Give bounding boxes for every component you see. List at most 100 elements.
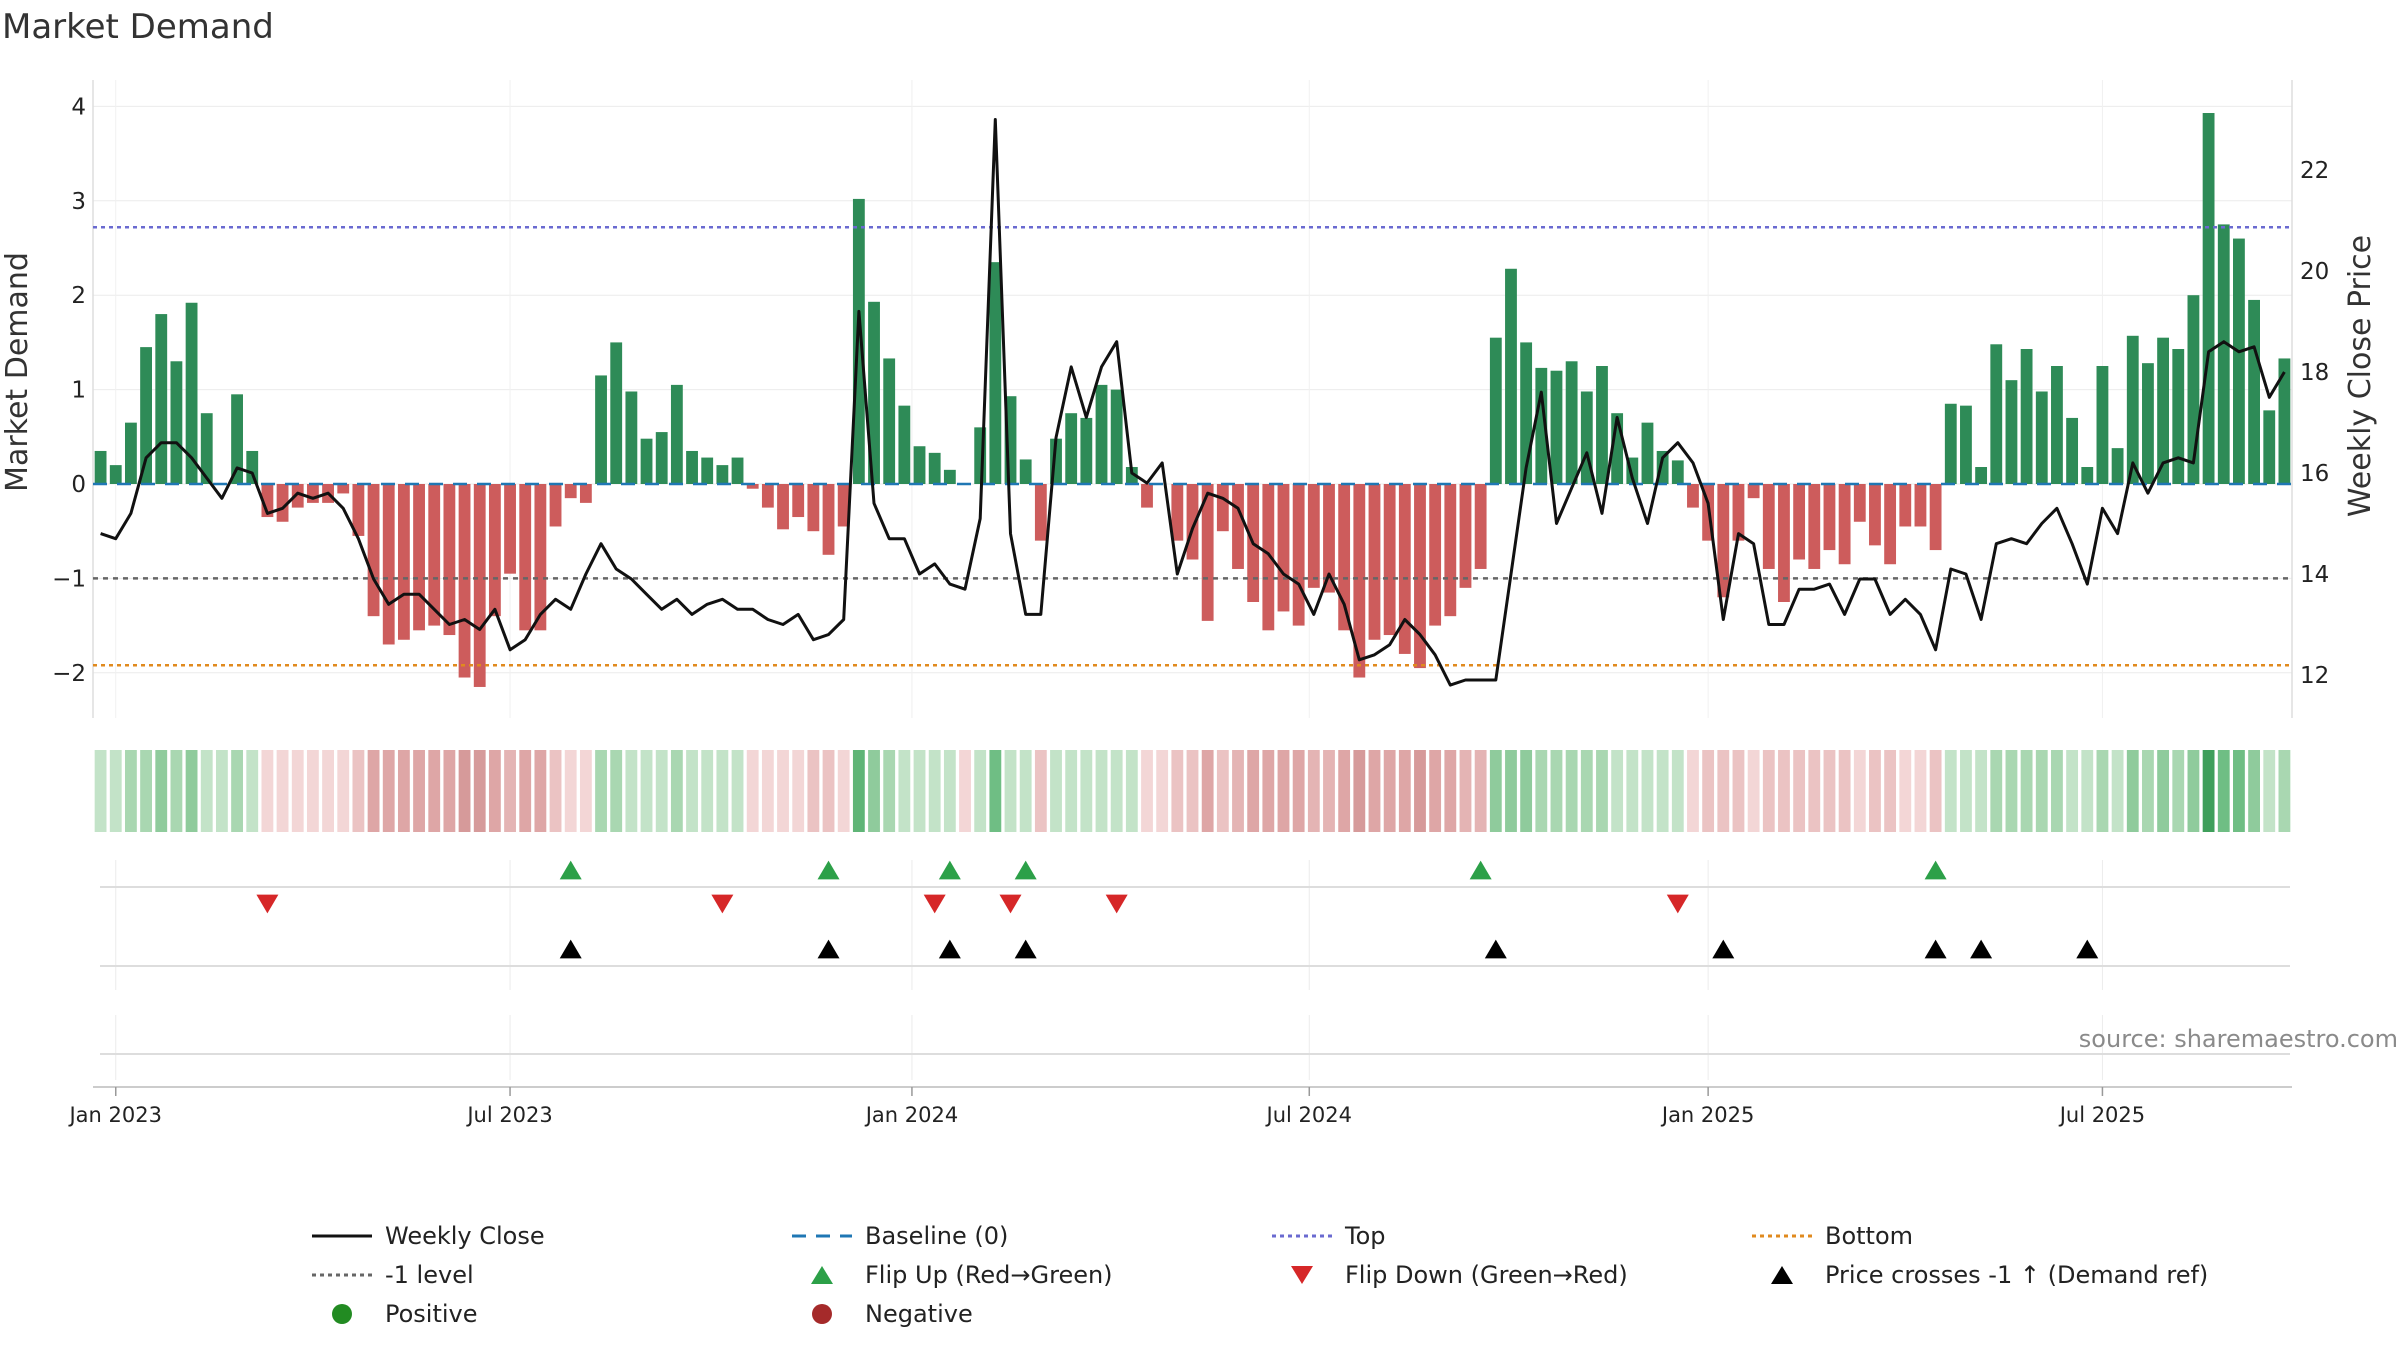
demand-bar [746,484,759,489]
legend-item-minus1: -1 level [312,1261,474,1289]
strip-cell [155,750,168,832]
strip-cell [367,750,380,832]
demand-bar [913,446,926,484]
demand-bar [1292,484,1305,626]
legend-swatch [1771,1266,1793,1284]
demand-bar [1762,484,1775,569]
demand-bar [1899,484,1912,527]
legend-item-flip_up: Flip Up (Red→Green) [811,1261,1113,1289]
demand-bar [337,484,350,494]
y2-tick-label: 16 [2300,461,2329,487]
strip-cell [1095,750,1108,832]
demand-bar [1474,484,1487,569]
strip-cell [2202,750,2215,832]
strip-cell [1535,750,1548,832]
demand-bar [1778,484,1790,602]
demand-bar [1656,450,1669,484]
strip-cell [2263,750,2276,832]
demand-bar [2263,410,2276,484]
strip-cell [246,750,259,832]
demand-bar [367,484,380,617]
demand-bar [928,452,941,484]
demand-bar [2081,467,2094,484]
strip-cell [2217,750,2230,832]
strip-cell [1793,750,1806,832]
y2-tick-label: 12 [2300,663,2329,689]
demand-bar [443,484,456,636]
strip-cell [2187,750,2200,832]
demand-bar [291,484,304,508]
demand-bar [1398,484,1411,654]
reference-levels [93,225,2292,667]
demand-bar [1960,405,1972,484]
strip-cell [792,750,805,832]
strip-cell [746,750,759,832]
strip-cell [1004,750,1017,832]
demand-bar [246,450,259,484]
flip-down-marker [1666,894,1689,914]
demand-bar [1323,484,1335,593]
x-tick-label: Jan 2025 [1660,1103,1755,1127]
strip-cell [1853,750,1866,832]
demand-bar [655,432,668,484]
strip-cell [1489,750,1502,832]
strip-cell [2142,750,2154,832]
strip-cell [170,750,183,832]
y2-tick-label: 14 [2300,562,2329,588]
strip-cell [1626,750,1639,832]
legend-swatch [811,1266,833,1284]
weekly-close-series [100,118,2286,687]
strip-cell [1899,750,1912,832]
demand-bar [1550,370,1563,484]
strip-cell [564,750,577,832]
demand-bar [1565,361,1578,484]
legend-item-flip_down: Flip Down (Green→Red) [1291,1261,1628,1289]
demand-bar [610,342,623,484]
strip-cell [595,750,607,832]
demand-bar [1307,484,1320,588]
x-tick-label: Jan 2024 [864,1103,959,1127]
demand-bar [1216,484,1229,532]
strip-cell [1141,750,1153,832]
source-note: source: sharemaestro.com [2079,1025,2398,1053]
demand-bar [1793,484,1806,560]
y-tick-label: 1 [71,378,86,404]
chart-title: Market Demand [2,7,274,47]
demand-bar [1505,268,1517,484]
price-cross-marker [1924,939,1947,959]
strip-cell [974,750,987,832]
strip-cell [519,750,532,832]
demand-bar [564,484,577,499]
price-cross-marker [817,939,840,959]
strip-cell [504,750,516,832]
strip-cell [716,750,729,832]
strip-cell [1838,750,1851,832]
legend-swatch [812,1304,832,1324]
strip-cell [291,750,304,832]
strip-cell [1201,750,1214,832]
flip-up-marker [1924,860,1947,880]
strip-cell [2126,750,2139,832]
legend-item-cross: Price crosses -1 ↑ (Demand ref) [1771,1261,2208,1289]
strip-cell [1580,750,1593,832]
demand-bar [2096,366,2109,484]
strip-cell [1596,750,1608,832]
demand-bar [261,484,274,518]
flip-up-marker [938,860,961,880]
strip-cell [140,750,152,832]
strip-cell [1019,750,1032,832]
legend-label: Positive [385,1300,478,1328]
demand-bar [2233,238,2245,484]
demand-bar [2187,295,2200,484]
legend: Weekly Close Baseline (0) Top Bottom -1 leve… [312,1222,2208,1328]
strip-cell [1414,750,1426,832]
y2-tick-label: 22 [2300,158,2329,184]
strip-cell [261,750,274,832]
demand-bar [397,484,410,640]
strip-cell [579,750,592,832]
demand-bar [1641,422,1654,484]
demand-bar [1034,484,1047,541]
strip-cell [1914,750,1927,832]
demand-bar [428,484,441,626]
demand-bar [1990,344,2003,484]
